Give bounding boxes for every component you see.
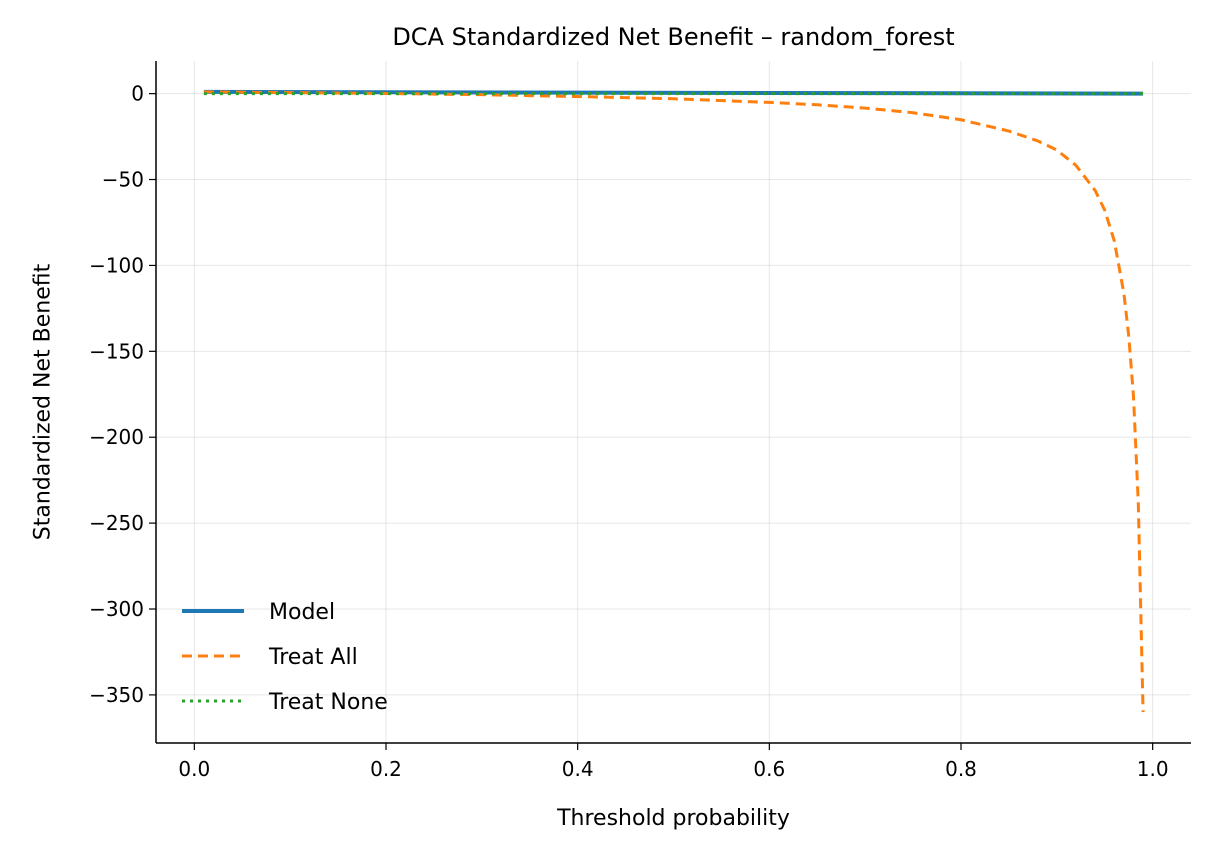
x-tick-label: 0.0 [178,757,210,781]
legend-label-treat-none: Treat None [268,690,388,715]
x-tick-label: 0.4 [562,757,594,781]
y-tick-label: −300 [89,597,144,621]
y-tick-label: −250 [89,511,144,535]
series-line-model [203,89,1144,96]
y-tick-label: −200 [89,425,144,449]
y-tick-label: −150 [89,339,144,363]
y-tick-label: −350 [89,683,144,707]
chart-title: DCA Standardized Net Benefit – random_fo… [392,23,954,51]
x-tick-label: 0.2 [370,757,402,781]
x-tick-label: 1.0 [1137,757,1169,781]
axes [155,61,1191,744]
x-axis-label: Threshold probability [556,806,790,831]
y-axis-label: Standardized Net Benefit [31,263,56,540]
series-lines [203,89,1145,713]
grid [156,61,1191,743]
x-tick-label: 0.6 [753,757,785,781]
y-tick-label: 0 [131,82,144,106]
series-line-treat-all [203,90,1145,713]
legend-label-model: Model [269,600,335,625]
x-tick-label: 0.8 [945,757,977,781]
legend: Model Treat All Treat None [182,600,388,715]
legend-label-treat-all: Treat All [268,645,358,670]
ticks: 0.0 0.2 0.4 0.6 0.8 1.0 0 −50 −100 −150 −200 −250 −3… [89,82,1169,781]
y-tick-label: −50 [102,168,144,192]
y-tick-label: −100 [89,253,144,277]
